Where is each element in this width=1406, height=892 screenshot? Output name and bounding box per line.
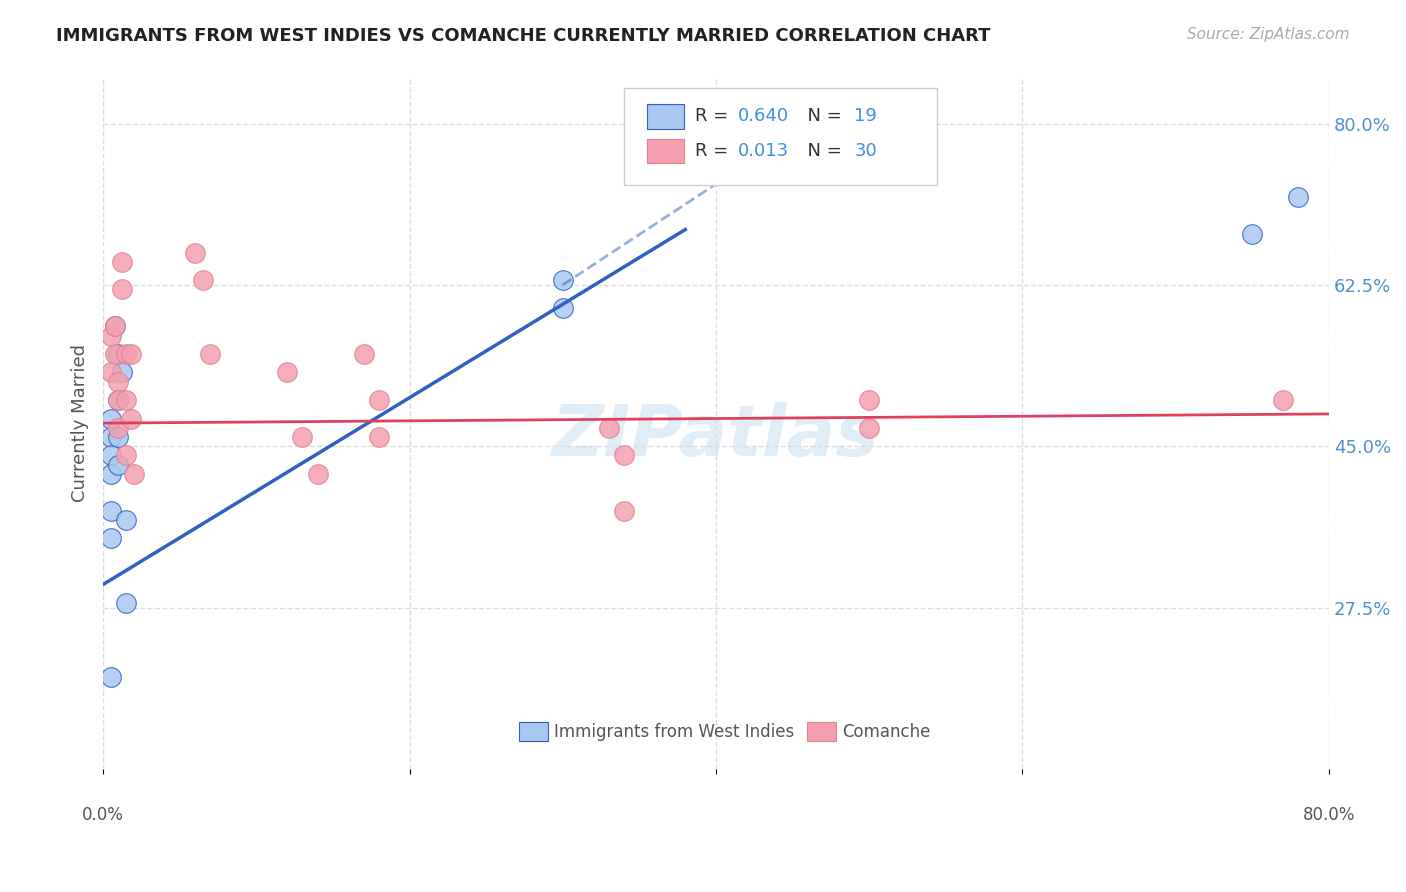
Point: [100, 328, 122, 343]
Point: [551, 301, 574, 315]
Point: [184, 245, 207, 260]
Text: 0.013: 0.013: [738, 142, 789, 160]
Point: [110, 366, 132, 380]
Text: Source: ZipAtlas.com: Source: ZipAtlas.com: [1187, 27, 1350, 42]
Text: IMMIGRANTS FROM WEST INDIES VS COMANCHE CURRENTLY MARRIED CORRELATION CHART: IMMIGRANTS FROM WEST INDIES VS COMANCHE …: [56, 27, 991, 45]
Point: [115, 449, 138, 463]
Text: Comanche: Comanche: [842, 723, 931, 740]
Point: [613, 449, 636, 463]
Point: [598, 421, 620, 435]
Point: [115, 596, 138, 610]
Point: [1286, 190, 1309, 204]
FancyBboxPatch shape: [519, 722, 548, 741]
Text: 0.640: 0.640: [738, 107, 789, 125]
FancyBboxPatch shape: [647, 139, 685, 163]
Y-axis label: Currently Married: Currently Married: [72, 344, 89, 502]
Point: [100, 449, 122, 463]
Point: [1241, 227, 1264, 242]
Point: [276, 366, 298, 380]
Point: [110, 283, 132, 297]
Text: Immigrants from West Indies: Immigrants from West Indies: [554, 723, 794, 740]
Point: [307, 467, 329, 481]
Point: [100, 430, 122, 444]
Point: [100, 670, 122, 684]
Text: N =: N =: [796, 142, 846, 160]
Point: [858, 393, 880, 408]
FancyBboxPatch shape: [624, 87, 936, 185]
FancyBboxPatch shape: [807, 722, 837, 741]
Point: [200, 347, 222, 361]
Point: [107, 458, 129, 472]
Point: [613, 504, 636, 518]
Point: [104, 319, 127, 334]
Text: N =: N =: [796, 107, 846, 125]
Point: [367, 430, 389, 444]
Point: [115, 347, 138, 361]
Point: [107, 430, 129, 444]
FancyBboxPatch shape: [647, 104, 685, 128]
Text: 19: 19: [855, 107, 877, 125]
Point: [107, 421, 129, 435]
Point: [107, 393, 129, 408]
Point: [100, 467, 122, 481]
Point: [120, 347, 142, 361]
Point: [104, 319, 127, 334]
Point: [291, 430, 314, 444]
Point: [110, 255, 132, 269]
Text: R =: R =: [695, 142, 734, 160]
Point: [367, 393, 389, 408]
Text: ZIPatlas: ZIPatlas: [553, 402, 880, 472]
Point: [100, 532, 122, 546]
Text: R =: R =: [695, 107, 734, 125]
Point: [191, 273, 214, 287]
Text: 80.0%: 80.0%: [1302, 805, 1355, 823]
Point: [115, 513, 138, 527]
Point: [100, 504, 122, 518]
Point: [104, 347, 127, 361]
Text: 0.0%: 0.0%: [82, 805, 124, 823]
Point: [122, 467, 145, 481]
Point: [1271, 393, 1294, 408]
Point: [551, 273, 574, 287]
Text: 30: 30: [855, 142, 877, 160]
Point: [107, 347, 129, 361]
Point: [107, 393, 129, 408]
Point: [107, 375, 129, 389]
Point: [115, 393, 138, 408]
Point: [353, 347, 375, 361]
Point: [858, 421, 880, 435]
Point: [120, 411, 142, 425]
Point: [100, 366, 122, 380]
Point: [100, 411, 122, 425]
